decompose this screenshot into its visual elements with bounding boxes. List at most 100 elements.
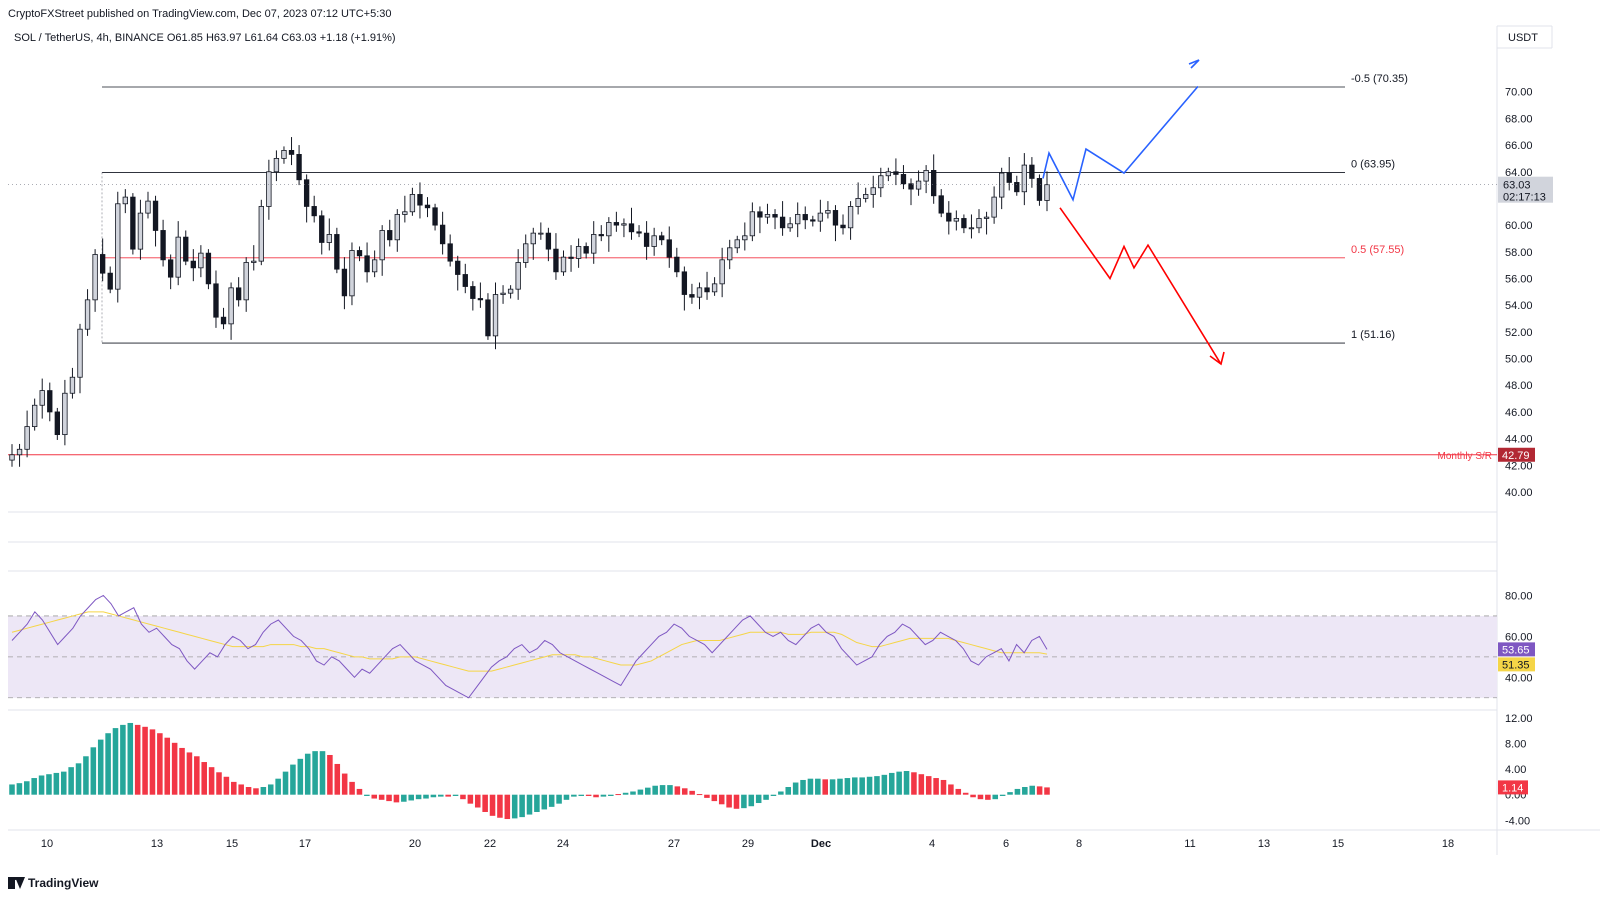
hist-bar bbox=[645, 787, 651, 795]
price-tick: 46.00 bbox=[1505, 407, 1533, 419]
time-tick: 8 bbox=[1076, 838, 1082, 850]
candle bbox=[946, 212, 952, 222]
price-tick: 60.00 bbox=[1505, 220, 1533, 232]
candle bbox=[863, 194, 869, 199]
hist-bar bbox=[600, 794, 607, 797]
candle bbox=[39, 390, 45, 406]
hist-bar bbox=[282, 771, 289, 795]
hist-bar bbox=[992, 794, 999, 800]
candle bbox=[492, 294, 499, 337]
price-tick: 50.00 bbox=[1505, 354, 1533, 366]
hist-tick: 8.00 bbox=[1505, 738, 1526, 750]
rsi-band bbox=[8, 615, 1497, 698]
time-tick: 6 bbox=[1003, 838, 1009, 850]
candle bbox=[387, 230, 393, 241]
hist-bar bbox=[24, 781, 30, 795]
candle bbox=[1014, 182, 1020, 193]
candle bbox=[764, 214, 771, 218]
time-tick: 24 bbox=[557, 838, 569, 850]
candle bbox=[560, 256, 567, 273]
hist-bar bbox=[75, 763, 82, 795]
candle bbox=[394, 214, 400, 241]
candle bbox=[62, 392, 68, 436]
candle bbox=[288, 150, 295, 155]
candle bbox=[530, 232, 536, 245]
hist-bar bbox=[253, 788, 259, 795]
candle bbox=[470, 286, 476, 299]
bullish-arrowhead bbox=[1188, 59, 1200, 69]
hist-bar bbox=[948, 784, 954, 795]
candle bbox=[636, 231, 642, 234]
candle bbox=[931, 170, 937, 197]
hist-bar bbox=[149, 729, 156, 795]
candle bbox=[643, 232, 650, 247]
candle bbox=[832, 210, 839, 226]
hist-badge bbox=[1498, 780, 1528, 795]
candle bbox=[183, 236, 189, 262]
candle bbox=[696, 287, 703, 298]
candle bbox=[137, 212, 144, 250]
time-tick: 18 bbox=[1442, 838, 1454, 850]
hist-bar bbox=[940, 779, 947, 795]
hist-bar bbox=[304, 753, 311, 795]
candle bbox=[870, 187, 876, 195]
time-tick: 15 bbox=[226, 838, 238, 850]
hist-bar bbox=[918, 774, 925, 795]
hist-bar bbox=[718, 794, 725, 805]
candle bbox=[810, 219, 816, 222]
time-tick: 17 bbox=[299, 838, 311, 850]
candle bbox=[198, 252, 204, 269]
hist-bar bbox=[38, 775, 45, 795]
candle bbox=[681, 271, 688, 295]
price-tick: 68.00 bbox=[1505, 113, 1533, 125]
hist-bar bbox=[689, 790, 695, 795]
hist-bar bbox=[378, 794, 385, 800]
candle bbox=[371, 259, 378, 273]
hist-bar bbox=[201, 762, 207, 795]
hist-bar bbox=[977, 794, 984, 800]
rsi-line bbox=[11, 594, 1048, 699]
hist-bar bbox=[164, 737, 171, 795]
candle bbox=[591, 234, 597, 254]
hist-bar bbox=[815, 778, 821, 795]
hist-bar bbox=[489, 794, 496, 816]
candle bbox=[938, 195, 944, 214]
hist-bar bbox=[275, 778, 281, 795]
candle bbox=[983, 216, 990, 219]
candle bbox=[727, 247, 733, 261]
hist-bar bbox=[585, 794, 592, 796]
candle bbox=[47, 390, 53, 413]
hist-bar bbox=[452, 794, 459, 796]
hist-bar bbox=[748, 794, 755, 807]
hist-bar bbox=[770, 794, 777, 796]
hist-bar bbox=[245, 787, 252, 795]
candle bbox=[961, 218, 967, 229]
hist-bar bbox=[785, 787, 792, 795]
candle bbox=[976, 218, 982, 229]
hist-bar bbox=[578, 794, 585, 796]
bearish-arrowhead bbox=[1209, 351, 1225, 366]
candle bbox=[659, 235, 665, 241]
candle bbox=[598, 234, 604, 237]
hist-tick: -4.00 bbox=[1505, 815, 1530, 827]
candle bbox=[991, 196, 997, 218]
candle bbox=[583, 246, 589, 254]
time-tick: 22 bbox=[484, 838, 496, 850]
hist-bar bbox=[999, 794, 1006, 796]
hist-bar bbox=[859, 777, 865, 795]
candle bbox=[115, 203, 121, 290]
time-tick: 15 bbox=[1332, 838, 1344, 850]
price-tick: 58.00 bbox=[1505, 247, 1533, 259]
hist-bar bbox=[1007, 792, 1013, 795]
hist-bar bbox=[9, 784, 15, 795]
candle bbox=[968, 227, 975, 230]
fib-level-label: 1 (51.16) bbox=[1351, 329, 1395, 341]
candle bbox=[538, 232, 544, 235]
fib-level-label: -0.5 (70.35) bbox=[1351, 73, 1408, 85]
symbol-info: SOL / TetherUS, 4h, BINANCE O61.85 H63.9… bbox=[14, 32, 396, 44]
tradingview-brand[interactable]: TradingView bbox=[8, 876, 98, 890]
hist-bar bbox=[1044, 787, 1050, 795]
candle bbox=[477, 298, 484, 301]
hist-bar bbox=[319, 751, 326, 795]
